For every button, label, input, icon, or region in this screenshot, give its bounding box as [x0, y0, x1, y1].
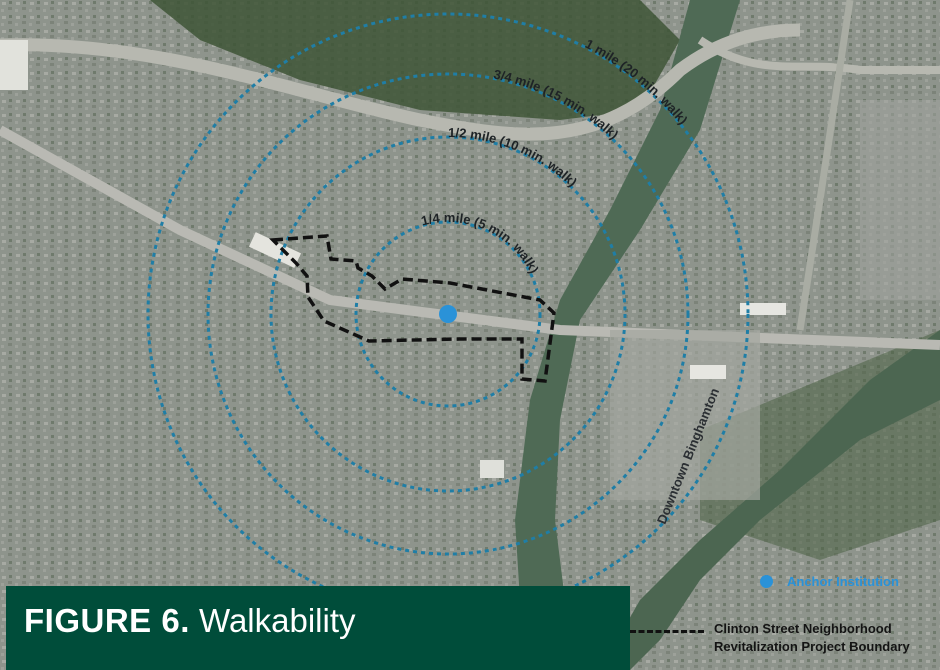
anchor-dot-icon [760, 574, 773, 588]
walk-rings [146, 12, 750, 616]
highway-ramp [697, 36, 940, 74]
figure-title-bar: FIGURE 6. Walkability [6, 586, 630, 670]
legend-boundary-line1: Clinton Street Neighborhood [714, 621, 892, 636]
figure-number: FIGURE 6. [24, 602, 190, 639]
ring-1-2-mile [269, 135, 627, 493]
legend-project-boundary: Clinton Street Neighborhood Revitalizati… [630, 620, 940, 670]
rooftop [248, 232, 302, 268]
east-blocks [860, 100, 940, 300]
legend-boundary-line2: Revitalization Project Boundary [714, 639, 910, 654]
legend-anchor-label: Anchor Institution [787, 573, 899, 589]
legend-anchor-institution: Anchor Institution [760, 572, 899, 590]
downtown-blocks [610, 330, 760, 500]
project-boundary [269, 234, 556, 383]
rooftop [690, 365, 726, 379]
highway-east [796, 0, 854, 331]
legend-boundary-label: Clinton Street Neighborhood Revitalizati… [714, 620, 910, 656]
rooftop [740, 303, 786, 315]
ring-3-4-mile [206, 72, 690, 556]
rooftop [480, 460, 504, 478]
river-east [600, 330, 940, 670]
figure-title: Walkability [199, 602, 356, 639]
ring-1-4-mile [354, 220, 542, 408]
dashed-line-icon [630, 630, 704, 633]
anchor-institution-marker [439, 305, 457, 323]
ring-1-mile [146, 12, 750, 616]
rooftop [0, 40, 28, 90]
